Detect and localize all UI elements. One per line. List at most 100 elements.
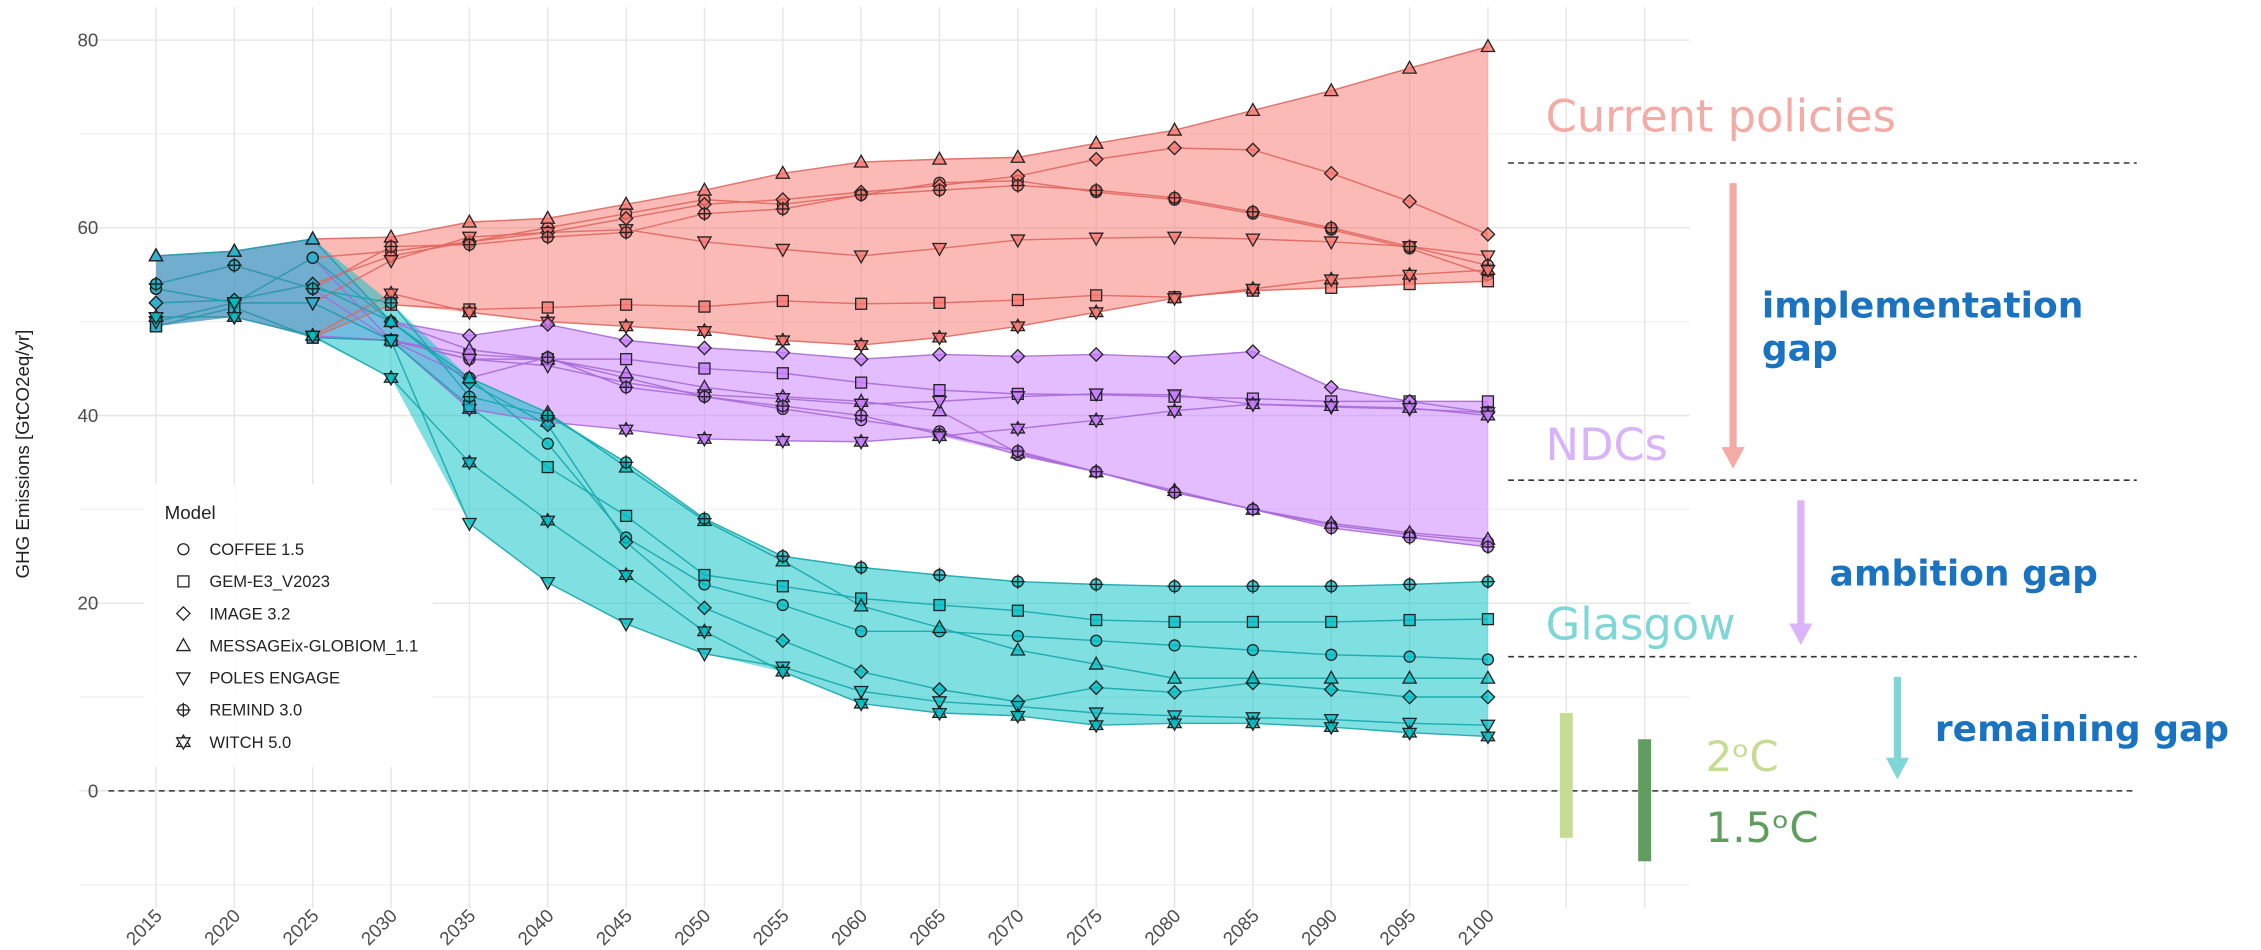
marker-shape — [1011, 604, 1024, 617]
marker-shape — [304, 297, 321, 312]
marker-shape — [853, 187, 869, 203]
data-point — [618, 196, 634, 210]
marker-shape — [461, 213, 478, 228]
legend-marker — [175, 672, 192, 687]
data-point — [383, 285, 399, 302]
data-point — [540, 576, 556, 591]
marker-shape — [1481, 653, 1495, 666]
data-point — [148, 276, 164, 292]
marker-shape — [1402, 193, 1418, 210]
data-point — [1480, 261, 1496, 279]
data-point — [1166, 389, 1183, 404]
series-line — [155, 283, 1488, 703]
x-tick-label: 2085 — [1219, 905, 1263, 949]
marker-shape — [618, 455, 634, 470]
marker-shape — [1323, 722, 1340, 736]
data-point — [1245, 502, 1261, 517]
marker-shape — [1088, 307, 1104, 321]
data-point — [539, 512, 556, 529]
data-point — [933, 384, 946, 397]
marker-shape — [931, 681, 948, 698]
marker-shape — [775, 201, 790, 217]
data-point — [1010, 391, 1026, 405]
x-tick-label: 2045 — [592, 905, 636, 949]
data-point — [1401, 670, 1418, 684]
marker-shape — [305, 281, 320, 296]
data-point — [540, 408, 555, 423]
marker-shape — [175, 605, 191, 622]
marker-shape — [540, 350, 555, 365]
data-point — [1010, 348, 1026, 364]
marker-shape — [541, 301, 554, 314]
data-point — [1011, 604, 1024, 617]
data-point — [1010, 234, 1026, 249]
data-point — [1245, 233, 1261, 248]
data-point — [931, 402, 948, 417]
marker-shape — [853, 351, 869, 367]
marker-shape — [177, 575, 190, 588]
marker-shape — [1088, 577, 1104, 592]
data-point — [931, 696, 948, 710]
scenario-band — [155, 239, 1488, 547]
marker-shape — [1323, 236, 1339, 251]
marker-shape — [618, 570, 634, 584]
data-point — [1403, 650, 1416, 663]
marker-shape — [931, 402, 948, 417]
marker-shape — [1088, 232, 1104, 247]
data-point — [541, 301, 554, 314]
data-point — [618, 566, 634, 584]
data-point — [1325, 615, 1338, 629]
level-label: Glasgow — [1546, 598, 1736, 650]
data-point — [226, 297, 243, 312]
data-point — [853, 250, 869, 265]
gap-arrow-head — [1885, 757, 1909, 780]
data-point — [1245, 142, 1261, 158]
gap-label: implementation — [1762, 285, 2083, 326]
marker-shape — [1010, 234, 1026, 249]
data-point — [1323, 379, 1339, 395]
data-point — [931, 395, 948, 410]
marker-shape — [1323, 401, 1340, 415]
data-point — [1088, 304, 1104, 321]
marker-shape — [1323, 274, 1340, 288]
marker-shape — [1480, 539, 1496, 555]
data-point — [931, 619, 948, 634]
data-point — [1166, 684, 1183, 700]
data-point — [619, 298, 633, 311]
data-point — [1323, 82, 1339, 97]
y-tick-label: 20 — [77, 593, 98, 614]
marker-shape — [618, 380, 634, 395]
legend-marker — [175, 637, 192, 652]
marker-shape — [304, 230, 321, 245]
marker-shape — [1480, 719, 1496, 734]
marker-shape — [696, 340, 712, 356]
marker-shape — [1166, 389, 1183, 404]
marker-shape — [853, 685, 869, 700]
marker-shape — [698, 362, 711, 375]
data-point — [383, 334, 399, 349]
data-point — [853, 336, 869, 354]
data-point — [1166, 715, 1183, 732]
data-point — [855, 376, 868, 389]
data-point — [775, 345, 791, 361]
marker-shape — [1088, 388, 1104, 403]
data-point — [1323, 670, 1339, 684]
data-point — [461, 213, 478, 228]
marker-shape — [383, 239, 399, 254]
marker-shape — [1168, 615, 1181, 629]
x-tick-label: 2015 — [122, 905, 166, 949]
x-tick-label: 2075 — [1062, 905, 1106, 949]
marker-shape — [1323, 165, 1339, 181]
marker-shape — [1088, 415, 1104, 429]
marker-shape — [540, 316, 556, 332]
data-point — [697, 511, 712, 526]
data-point — [853, 685, 869, 700]
data-point — [148, 247, 164, 262]
data-point — [1011, 293, 1024, 307]
marker-shape — [1323, 681, 1339, 698]
data-point — [462, 389, 477, 404]
marker-shape — [618, 196, 634, 210]
marker-shape — [1166, 140, 1183, 156]
marker-shape — [931, 242, 948, 257]
legend-marker — [177, 575, 190, 588]
